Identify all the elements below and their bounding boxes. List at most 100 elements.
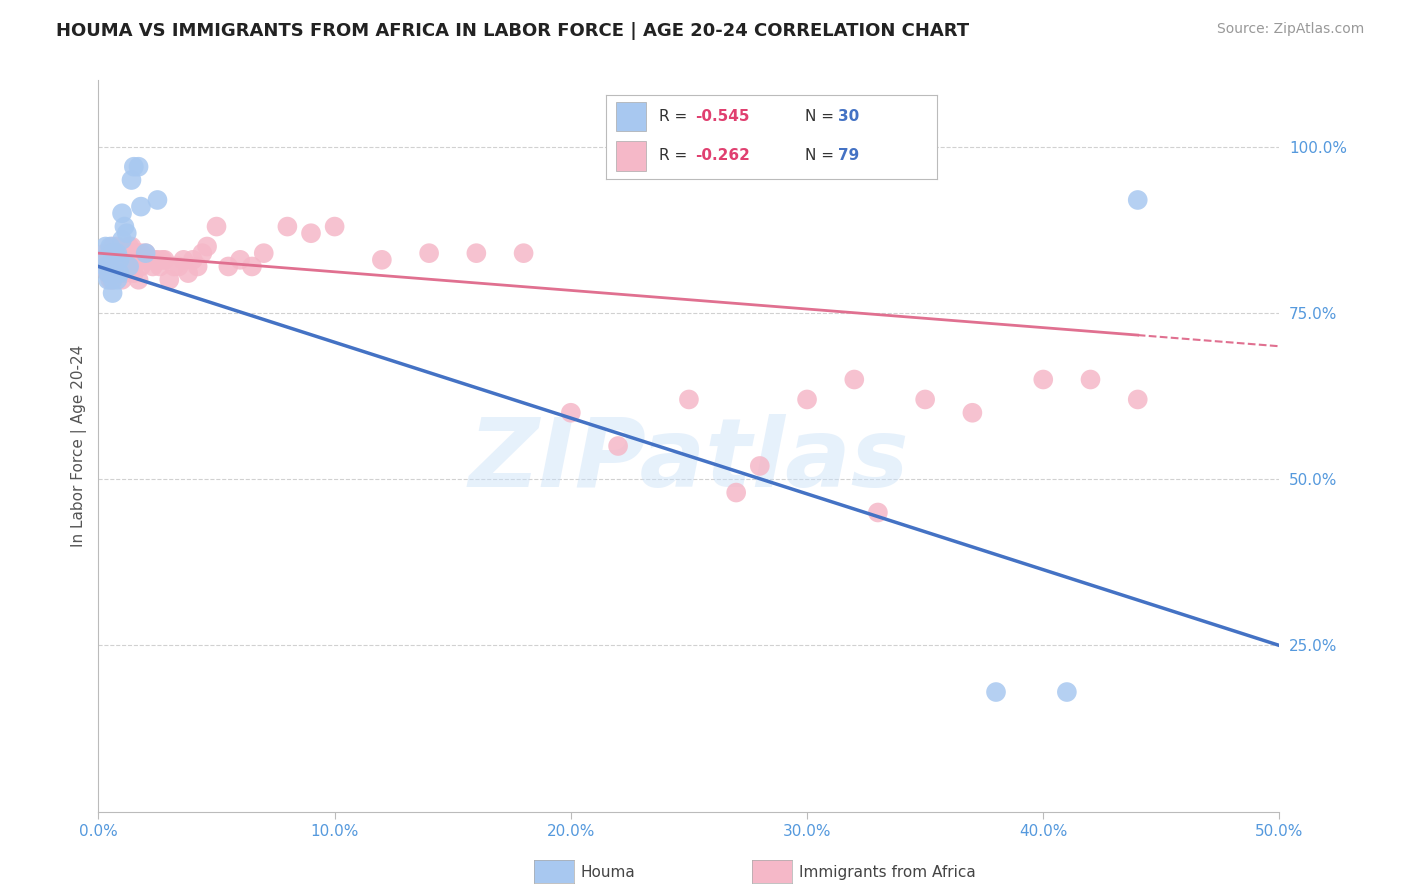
Text: ZIPatlas: ZIPatlas [468,414,910,508]
Point [101,246,124,260]
Point [98,246,121,260]
Point [118,260,141,274]
Point [748,458,770,473]
Point [118,239,141,253]
Point [111,246,134,260]
Point [94,239,117,253]
Point [844,372,866,386]
Point [98,260,121,274]
Point [98,239,121,253]
Point [121,239,143,253]
Point [371,252,394,267]
Point [229,252,252,267]
Point [607,439,630,453]
Point [153,252,176,267]
Point [163,260,186,274]
Point [157,273,180,287]
Point [129,246,152,260]
Point [108,266,131,280]
Text: Source: ZipAtlas.com: Source: ZipAtlas.com [1216,22,1364,37]
Point [962,406,984,420]
Point [105,246,128,260]
Point [167,260,190,274]
Point [122,252,145,267]
Point [111,260,134,274]
Point [1080,372,1102,386]
Point [101,273,124,287]
Point [725,485,748,500]
Point [115,260,138,274]
Point [111,273,134,287]
Point [128,252,150,267]
Point [984,685,1007,699]
Point [560,406,582,420]
Point [1126,193,1149,207]
Point [143,252,166,267]
Point [121,173,143,187]
Point [150,252,173,267]
Point [122,266,145,280]
Point [118,260,141,274]
Point [112,266,135,280]
Point [323,219,346,234]
Point [129,260,152,274]
Point [101,239,124,253]
Point [276,219,298,234]
Point [104,260,127,274]
Point [112,219,135,234]
Point [678,392,700,407]
Point [1126,392,1149,407]
Point [104,266,127,280]
Point [253,246,276,260]
Point [914,392,936,407]
Point [177,266,200,280]
Point [105,260,128,274]
Point [101,286,124,301]
Point [121,260,143,274]
Point [1032,372,1054,386]
Point [94,260,117,274]
Point [195,239,218,253]
Point [132,252,155,267]
Point [512,246,534,260]
Point [108,266,131,280]
Text: HOUMA VS IMMIGRANTS FROM AFRICA IN LABOR FORCE | AGE 20-24 CORRELATION CHART: HOUMA VS IMMIGRANTS FROM AFRICA IN LABOR… [56,22,969,40]
Point [418,246,440,260]
Point [104,246,127,260]
Point [796,392,818,407]
Point [91,252,114,267]
Point [122,160,145,174]
Text: Houma: Houma [581,865,636,880]
Point [128,273,150,287]
Point [135,246,157,260]
Point [240,260,263,274]
Point [299,226,322,240]
Point [187,260,209,274]
Point [111,233,134,247]
Point [125,246,148,260]
Point [149,260,172,274]
Point [146,252,169,267]
Point [217,260,239,274]
Point [172,252,194,267]
Point [112,246,135,260]
Point [1056,685,1078,699]
Point [146,193,169,207]
Point [101,260,124,274]
Point [101,273,124,287]
Point [97,266,120,280]
Point [181,252,204,267]
Point [115,246,138,260]
Point [98,273,121,287]
Point [97,252,120,267]
Point [111,206,134,220]
Point [105,239,128,253]
Point [205,219,228,234]
Point [105,273,128,287]
Point [104,246,127,260]
Point [139,252,162,267]
Point [866,506,889,520]
Point [135,246,157,260]
Point [115,226,138,240]
Point [94,246,117,260]
